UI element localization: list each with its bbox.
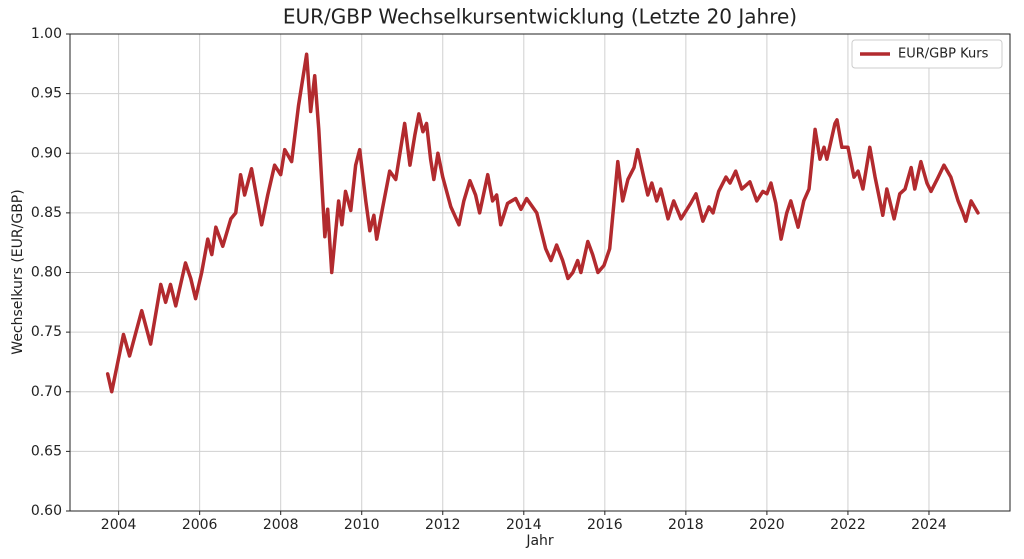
y-tick-label: 0.80 [31, 265, 62, 281]
x-tick-label: 2016 [587, 517, 623, 533]
y-tick-label: 0.95 [31, 86, 62, 102]
x-axis-label: Jahr [525, 533, 554, 549]
y-axis-label: Wechselkurs (EUR/GBP) [10, 189, 26, 354]
x-tick-label: 2018 [668, 517, 704, 533]
x-tick-label: 2008 [263, 517, 299, 533]
x-tick-label: 2022 [830, 517, 866, 533]
x-tick-label: 2006 [182, 517, 218, 533]
x-tick-label: 2012 [425, 517, 461, 533]
chart-title: EUR/GBP Wechselkursentwicklung (Letzte 2… [283, 5, 797, 29]
data-line [105, 52, 980, 394]
y-tick-label: 0.90 [31, 145, 62, 161]
y-tick-label: 0.60 [31, 503, 62, 519]
x-tick-label: 2024 [911, 517, 947, 533]
y-tick-label: 1.00 [31, 26, 62, 42]
y-tick-label: 0.70 [31, 384, 62, 400]
y-tick-label: 0.75 [31, 324, 62, 340]
legend-label: EUR/GBP Kurs [898, 47, 989, 62]
plot-frame [69, 33, 1011, 512]
x-tick-label: 2014 [506, 517, 542, 533]
y-tick-label: 0.65 [31, 443, 62, 459]
y-tick-label: 0.85 [31, 205, 62, 221]
x-tick-label: 2004 [101, 517, 137, 533]
legend-box [851, 39, 1003, 69]
x-tick-label: 2020 [749, 517, 785, 533]
x-tick-label: 2010 [344, 517, 380, 533]
